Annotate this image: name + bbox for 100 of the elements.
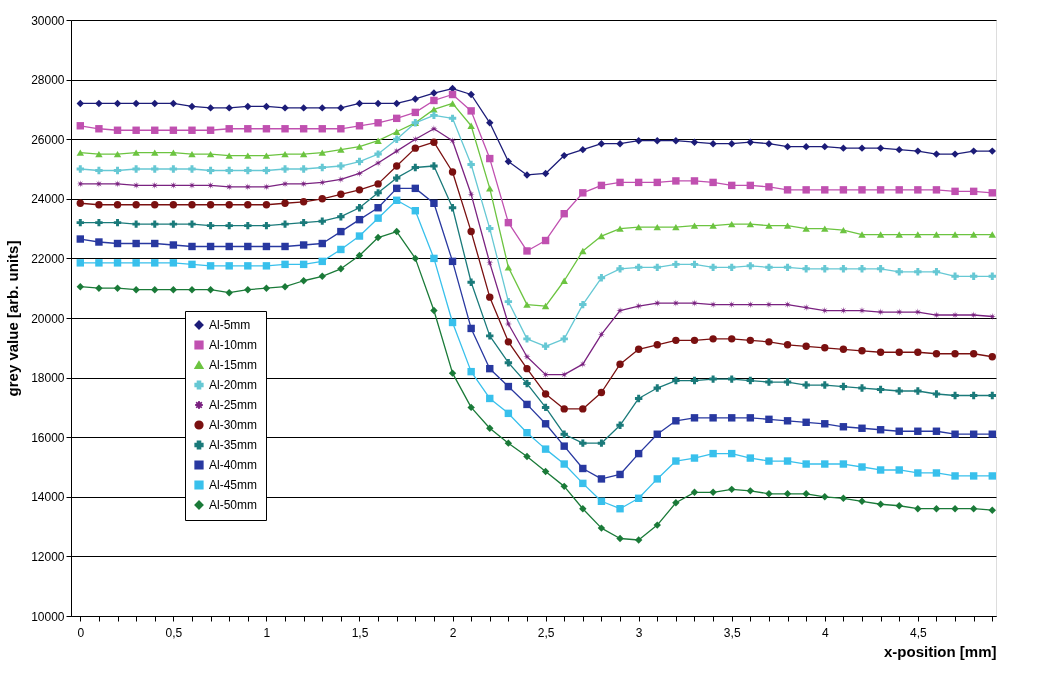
point — [560, 460, 568, 468]
point — [281, 242, 289, 251]
point — [393, 128, 401, 135]
point — [653, 136, 661, 145]
point — [393, 135, 401, 143]
point — [541, 445, 550, 453]
point — [634, 394, 643, 403]
point — [467, 403, 475, 412]
y-tick-label: 30000 — [31, 13, 65, 28]
point — [467, 90, 475, 99]
point — [579, 479, 587, 488]
point — [206, 201, 215, 209]
point — [448, 204, 457, 212]
point — [765, 415, 773, 424]
point — [374, 204, 382, 212]
point — [597, 475, 606, 483]
point — [616, 265, 624, 273]
point — [132, 149, 140, 156]
point — [206, 285, 215, 294]
x-tick-label: 1,5 — [351, 625, 369, 640]
point — [876, 186, 885, 194]
point — [765, 263, 773, 272]
point — [76, 259, 85, 267]
y-tick-label: 16000 — [31, 430, 65, 445]
point — [969, 147, 978, 155]
point — [765, 338, 773, 346]
point — [895, 387, 903, 395]
point — [839, 186, 848, 194]
point — [746, 454, 755, 462]
point — [95, 99, 103, 108]
point — [467, 227, 475, 236]
point — [113, 201, 122, 209]
point — [318, 163, 326, 172]
point — [951, 505, 959, 513]
point — [169, 259, 178, 267]
point — [225, 125, 233, 133]
point — [393, 99, 401, 108]
point — [244, 201, 252, 209]
point — [411, 163, 420, 172]
point — [225, 288, 233, 297]
legend-label: Al-30mm — [209, 418, 258, 432]
point — [355, 157, 364, 166]
point — [821, 186, 829, 194]
point — [430, 111, 438, 120]
point — [281, 165, 289, 173]
x-tick-label: 3,5 — [723, 625, 741, 640]
point — [523, 247, 531, 255]
point — [393, 174, 401, 182]
point — [932, 505, 941, 513]
point — [151, 259, 159, 267]
point — [504, 358, 513, 367]
point — [988, 231, 996, 238]
point — [597, 232, 606, 240]
point — [299, 218, 308, 227]
point — [523, 379, 531, 388]
point — [355, 169, 364, 178]
point — [969, 472, 978, 480]
point — [914, 348, 922, 356]
y-tick-label: 14000 — [31, 490, 65, 505]
point — [225, 166, 233, 175]
point — [876, 466, 885, 474]
point — [969, 350, 978, 358]
point — [355, 232, 364, 240]
point — [281, 199, 289, 207]
point — [728, 414, 736, 422]
point — [988, 353, 996, 361]
point — [783, 490, 792, 498]
point — [411, 135, 420, 143]
point — [262, 201, 271, 209]
point — [299, 241, 308, 249]
point — [690, 488, 699, 497]
point — [560, 277, 568, 284]
point — [151, 149, 159, 156]
point — [951, 472, 959, 480]
point — [616, 360, 624, 368]
point — [802, 265, 810, 273]
point — [839, 460, 848, 468]
point — [728, 139, 736, 148]
legend-label: Al-5mm — [209, 318, 251, 332]
point — [132, 259, 140, 267]
point — [113, 218, 122, 227]
legend-label: Al-40mm — [209, 458, 258, 472]
x-tick-label: 4,5 — [909, 625, 927, 640]
point — [448, 100, 457, 107]
point — [765, 222, 773, 229]
point — [839, 226, 848, 234]
point — [932, 350, 941, 358]
point — [206, 262, 215, 270]
point — [616, 225, 624, 232]
point — [337, 212, 345, 221]
point — [188, 285, 196, 294]
point — [634, 136, 643, 145]
point — [839, 144, 848, 152]
point — [262, 102, 271, 111]
point — [858, 384, 866, 392]
point — [951, 272, 959, 280]
point — [486, 424, 494, 432]
point — [634, 223, 643, 231]
point — [634, 536, 643, 544]
point — [672, 376, 680, 385]
